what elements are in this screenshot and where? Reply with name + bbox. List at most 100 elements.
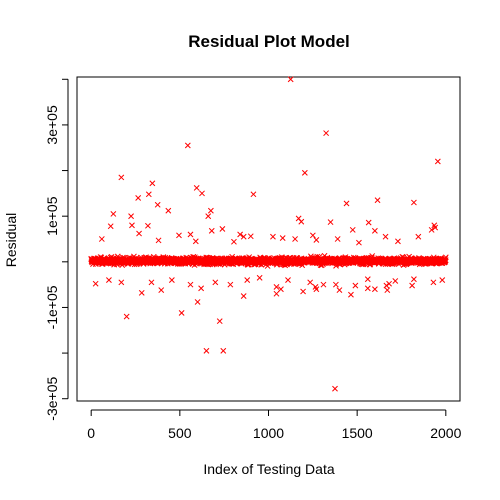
data-point (364, 276, 371, 283)
data-point (207, 207, 214, 214)
data-point (273, 290, 280, 297)
data-point (199, 190, 205, 197)
data-point (118, 279, 125, 286)
data-point (409, 282, 416, 289)
data-point (98, 236, 105, 242)
data-point (138, 289, 145, 296)
data-point (332, 385, 338, 392)
data-point (300, 288, 306, 295)
y-tick-label: -3e+05 (44, 377, 60, 421)
data-point (279, 235, 286, 241)
data-point (148, 279, 155, 286)
data-point (250, 191, 257, 198)
data-point (349, 226, 356, 233)
data-point (312, 284, 319, 290)
data-point (428, 226, 435, 233)
data-point (285, 277, 291, 283)
data-point (135, 195, 142, 201)
data-point (374, 197, 381, 204)
data-point (136, 230, 142, 237)
data-point (313, 237, 320, 243)
data-point (442, 254, 449, 261)
data-point (184, 142, 191, 149)
data-point (320, 281, 327, 288)
data-point (219, 226, 226, 232)
data-point (165, 207, 172, 214)
data-point (203, 347, 210, 354)
data-point (365, 219, 372, 226)
data-point (386, 280, 392, 287)
data-point (128, 213, 134, 220)
data-point (301, 169, 308, 176)
data-point (323, 130, 330, 137)
data-point (364, 285, 371, 292)
data-point (292, 236, 299, 242)
data-point (439, 277, 446, 283)
data-point (273, 284, 280, 290)
data-point (410, 276, 417, 283)
data-point (356, 239, 362, 246)
data-point (220, 347, 227, 354)
data-point (178, 310, 185, 316)
data-point (158, 287, 165, 294)
x-axis-label: Index of Testing Data (203, 461, 334, 477)
data-point (278, 286, 284, 293)
y-axis-label: Residual (3, 213, 19, 267)
data-point (336, 287, 343, 294)
data-point (110, 210, 117, 217)
data-point (270, 233, 276, 240)
data-point (187, 231, 194, 238)
data-point (227, 281, 234, 288)
data-point (395, 238, 401, 245)
y-axis: -3e+05 -1e+05 1e+05 3e+05 (44, 78, 69, 421)
data-point (352, 282, 359, 289)
data-point (193, 184, 200, 191)
data-point (205, 213, 212, 220)
data-point (307, 279, 314, 286)
data-point (155, 237, 162, 244)
x-tick-label: 500 (168, 425, 192, 441)
data-point (154, 201, 161, 208)
data-point (198, 285, 205, 292)
data-point (247, 233, 254, 240)
data-point (212, 279, 219, 286)
data-point (298, 218, 305, 225)
data-point (343, 200, 350, 207)
x-tick-label: 0 (87, 425, 95, 441)
chart-title: Residual Plot Model (188, 32, 350, 51)
data-point (168, 277, 175, 283)
data-point (332, 281, 339, 288)
data-point (92, 280, 99, 287)
x-tick-label: 1000 (253, 425, 284, 441)
plot-frame (76, 76, 461, 402)
data-point (237, 231, 244, 238)
data-point (123, 313, 130, 320)
data-point (129, 222, 135, 229)
data-point (187, 281, 194, 288)
data-point (216, 318, 223, 325)
data-point (392, 278, 399, 284)
data-point (371, 227, 378, 234)
data-point (145, 222, 151, 229)
data-point (244, 277, 251, 283)
data-point (208, 227, 215, 234)
x-tick-label: 2000 (430, 425, 461, 441)
data-point (348, 291, 354, 298)
y-tick-label: 3e+05 (44, 105, 60, 145)
data-point (287, 76, 294, 83)
data-point (256, 274, 263, 281)
data-point (107, 223, 114, 230)
data-point (432, 224, 439, 231)
data-point (231, 238, 237, 245)
x-axis: 0 500 1000 1500 2000 (87, 409, 462, 441)
data-point (382, 233, 389, 240)
data-point (383, 282, 390, 289)
data-point (149, 180, 156, 187)
data-point (106, 277, 112, 283)
data-point (327, 219, 334, 226)
data-point (194, 299, 201, 305)
y-tick-label: -1e+05 (44, 285, 60, 329)
x-tick-label: 1500 (342, 425, 373, 441)
data-point (192, 238, 199, 245)
data-point (430, 279, 437, 286)
